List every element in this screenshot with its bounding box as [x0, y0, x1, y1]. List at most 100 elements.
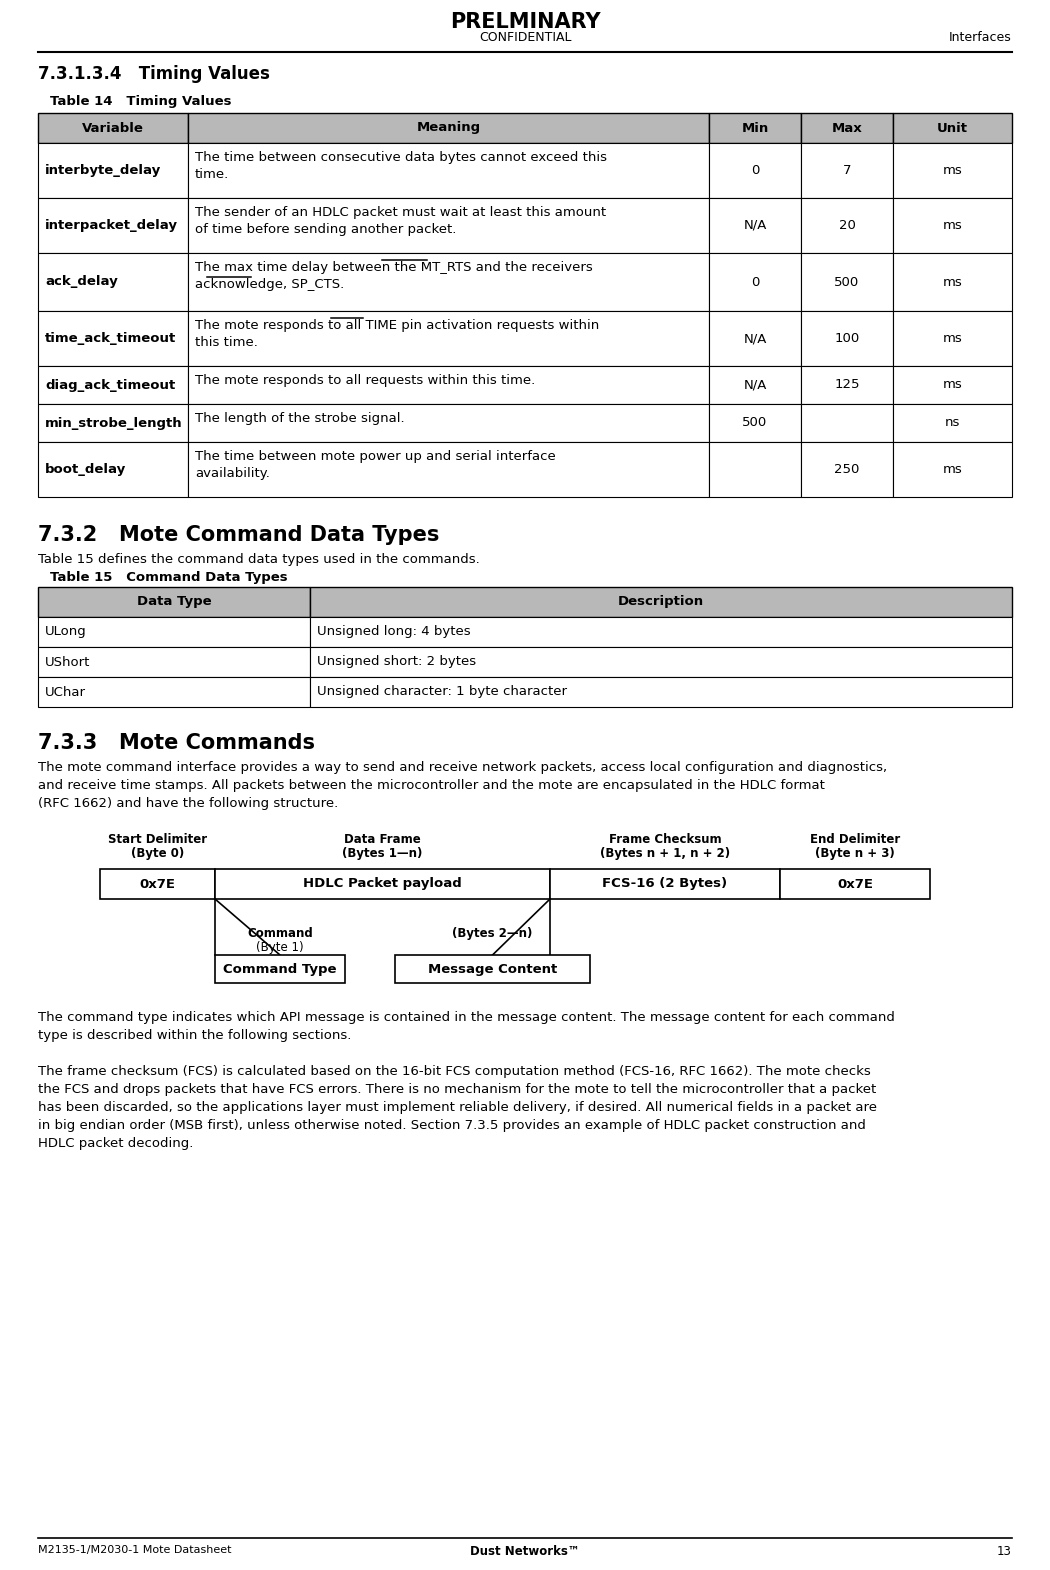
Text: ms: ms [943, 218, 963, 232]
Text: 7.3.1.3.4   Timing Values: 7.3.1.3.4 Timing Values [38, 64, 270, 83]
Bar [38, 587, 310, 617]
Bar [892, 253, 1012, 311]
Text: Data Frame: Data Frame [344, 834, 421, 846]
Text: HDLC Packet payload: HDLC Packet payload [303, 878, 462, 890]
Text: Interfaces: Interfaces [949, 31, 1012, 44]
Text: and receive time stamps. All packets between the microcontroller and the mote ar: and receive time stamps. All packets bet… [38, 779, 825, 791]
Bar [38, 198, 188, 253]
Text: Table 15 defines the command data types used in the commands.: Table 15 defines the command data types … [38, 553, 480, 567]
Bar [709, 443, 801, 498]
Bar [709, 198, 801, 253]
Text: ms: ms [943, 331, 963, 345]
Bar [38, 403, 188, 443]
Bar [892, 113, 1012, 143]
Text: Meaning: Meaning [417, 121, 481, 135]
Bar [188, 198, 709, 253]
Bar [310, 587, 1012, 617]
Text: 13: 13 [998, 1545, 1012, 1557]
Bar [188, 253, 709, 311]
Text: ms: ms [943, 275, 963, 289]
Bar [709, 403, 801, 443]
Text: CONFIDENTIAL: CONFIDENTIAL [479, 31, 571, 44]
Text: N/A: N/A [743, 378, 766, 391]
Text: UChar: UChar [45, 686, 86, 699]
Text: M2135-1/M2030-1 Mote Datasheet: M2135-1/M2030-1 Mote Datasheet [38, 1545, 231, 1554]
Text: (Bytes n + 1, n + 2): (Bytes n + 1, n + 2) [600, 846, 730, 860]
Text: this time.: this time. [195, 336, 258, 349]
Text: availability.: availability. [195, 466, 270, 480]
Text: Unit: Unit [937, 121, 968, 135]
Text: Command: Command [247, 926, 313, 940]
Bar [38, 443, 188, 498]
Bar [801, 443, 892, 498]
Bar [310, 617, 1012, 647]
Bar [892, 366, 1012, 403]
Bar [801, 143, 892, 198]
Bar [215, 955, 345, 983]
Text: interbyte_delay: interbyte_delay [45, 163, 162, 177]
Text: of time before sending another packet.: of time before sending another packet. [195, 223, 457, 235]
Bar [550, 870, 780, 900]
Text: Unsigned short: 2 bytes: Unsigned short: 2 bytes [317, 656, 476, 669]
Text: Start Delimiter: Start Delimiter [108, 834, 207, 846]
Text: 7: 7 [843, 163, 852, 177]
Text: 7.3.2   Mote Command Data Types: 7.3.2 Mote Command Data Types [38, 524, 439, 545]
Text: Max: Max [832, 121, 862, 135]
Text: Message Content: Message Content [428, 962, 558, 975]
Text: time.: time. [195, 168, 229, 181]
Bar [310, 677, 1012, 706]
Text: 0x7E: 0x7E [837, 878, 873, 890]
Text: (RFC 1662) and have the following structure.: (RFC 1662) and have the following struct… [38, 798, 338, 810]
Text: Table 14   Timing Values: Table 14 Timing Values [50, 96, 231, 108]
Text: Variable: Variable [82, 121, 144, 135]
Text: ack_delay: ack_delay [45, 275, 118, 289]
Text: (Bytes 2—n): (Bytes 2—n) [453, 926, 532, 940]
Bar [38, 677, 310, 706]
Text: Unsigned long: 4 bytes: Unsigned long: 4 bytes [317, 625, 470, 639]
Text: type is described within the following sections.: type is described within the following s… [38, 1028, 352, 1042]
Text: (Byte 1): (Byte 1) [256, 940, 303, 955]
Text: min_strobe_length: min_strobe_length [45, 416, 183, 430]
Bar [215, 870, 550, 900]
Bar [188, 311, 709, 366]
Text: ms: ms [943, 163, 963, 177]
Text: Min: Min [741, 121, 769, 135]
Bar [709, 366, 801, 403]
Text: interpacket_delay: interpacket_delay [45, 218, 178, 232]
Text: ns: ns [945, 416, 960, 430]
Text: ULong: ULong [45, 625, 87, 639]
Text: The time between mote power up and serial interface: The time between mote power up and seria… [195, 451, 555, 463]
Text: The mote command interface provides a way to send and receive network packets, a: The mote command interface provides a wa… [38, 761, 887, 774]
Text: 0: 0 [751, 163, 759, 177]
Bar [892, 143, 1012, 198]
Text: the FCS and drops packets that have FCS errors. There is no mechanism for the mo: the FCS and drops packets that have FCS … [38, 1083, 877, 1096]
Bar [709, 311, 801, 366]
Text: 0: 0 [751, 275, 759, 289]
Bar [38, 311, 188, 366]
Bar [801, 198, 892, 253]
Text: has been discarded, so the applications layer must implement reliable delivery, : has been discarded, so the applications … [38, 1101, 877, 1115]
Bar [38, 143, 188, 198]
Text: Command Type: Command Type [224, 962, 337, 975]
Text: boot_delay: boot_delay [45, 463, 126, 476]
Bar [100, 870, 215, 900]
Text: N/A: N/A [743, 331, 766, 345]
Text: 250: 250 [835, 463, 860, 476]
Text: 125: 125 [835, 378, 860, 391]
Text: UShort: UShort [45, 656, 90, 669]
Text: The command type indicates which API message is contained in the message content: The command type indicates which API mes… [38, 1011, 895, 1024]
Text: (Byte 0): (Byte 0) [131, 846, 184, 860]
Text: HDLC packet decoding.: HDLC packet decoding. [38, 1137, 193, 1149]
Bar [801, 253, 892, 311]
Bar [38, 647, 310, 677]
Bar [892, 198, 1012, 253]
Text: diag_ack_timeout: diag_ack_timeout [45, 378, 175, 391]
Text: The time between consecutive data bytes cannot exceed this: The time between consecutive data bytes … [195, 151, 607, 163]
Text: (Byte n + 3): (Byte n + 3) [815, 846, 895, 860]
Text: Data Type: Data Type [136, 595, 211, 609]
Text: The max time delay between the MT_RTS and the receivers: The max time delay between the MT_RTS an… [195, 261, 593, 275]
Text: 500: 500 [742, 416, 768, 430]
Bar [188, 403, 709, 443]
Bar [801, 113, 892, 143]
Text: ms: ms [943, 463, 963, 476]
